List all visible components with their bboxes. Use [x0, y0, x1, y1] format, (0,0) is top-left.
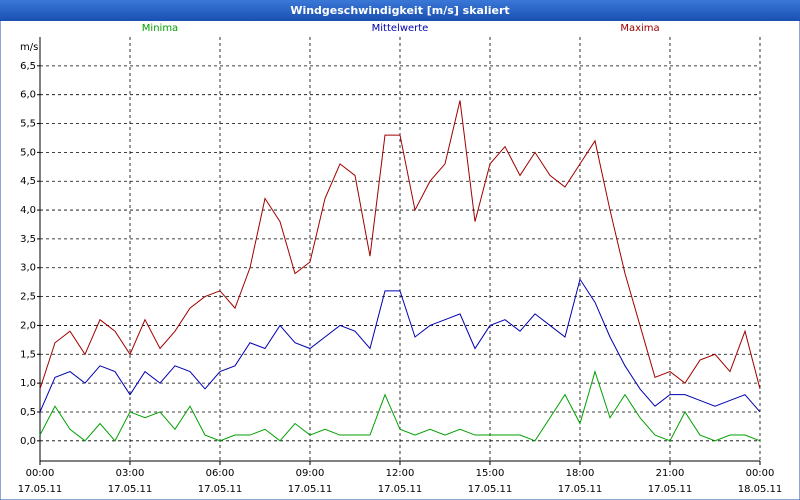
y-tick-label: 4,0: [20, 205, 36, 216]
x-tick-label: 12:00 17.05.11: [378, 468, 423, 495]
x-tick-label: 06:00 17.05.11: [198, 468, 243, 495]
y-tick-label: 1,5: [20, 349, 36, 360]
y-tick-label: 3,0: [20, 263, 36, 274]
y-tick-label: 2,5: [20, 292, 36, 303]
chart-title: Windgeschwindigkeit [m/s] skaliert: [290, 4, 509, 17]
y-tick-label: 0,5: [20, 407, 36, 418]
y-tick-label: 6,0: [20, 90, 36, 101]
series-line: [39, 369, 761, 442]
y-tick-label: 5,5: [20, 119, 36, 130]
legend-label: Minima: [142, 23, 178, 34]
y-tick-label: 1,0: [20, 378, 36, 389]
series-line: [39, 100, 761, 390]
legend-label: Mittelwerte: [372, 23, 429, 34]
legend-label: Maxima: [620, 23, 659, 34]
y-tick-label: 2,0: [20, 320, 36, 331]
series-line: [39, 278, 761, 413]
x-tick-label: 00:00 17.05.11: [18, 468, 63, 495]
y-axis-label: m/s: [20, 42, 38, 53]
x-tick-label: 15:00 17.05.11: [468, 468, 513, 495]
y-tick-label: 5,0: [20, 147, 36, 158]
y-tick-label: 3,5: [20, 234, 36, 245]
x-tick-label: 03:00 17.05.11: [108, 468, 153, 495]
x-tick-label: 21:00 17.05.11: [648, 468, 693, 495]
x-tick-label: 09:00 17.05.11: [288, 468, 333, 495]
y-tick-label: 4,5: [20, 176, 36, 187]
y-tick-label: 0,0: [20, 436, 36, 447]
title-bar: [0, 0, 800, 21]
x-tick-label: 00:00 18.05.11: [738, 468, 783, 495]
x-tick-label: 18:00 17.05.11: [558, 468, 603, 495]
y-tick-label: 6,5: [20, 61, 36, 72]
